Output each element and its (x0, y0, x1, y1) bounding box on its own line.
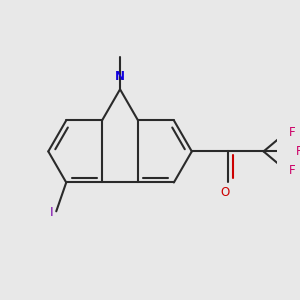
Text: N: N (115, 70, 125, 83)
Text: I: I (49, 206, 53, 219)
Text: O: O (220, 186, 230, 199)
Text: F: F (296, 145, 300, 158)
Text: F: F (289, 126, 296, 139)
Text: F: F (289, 164, 296, 177)
